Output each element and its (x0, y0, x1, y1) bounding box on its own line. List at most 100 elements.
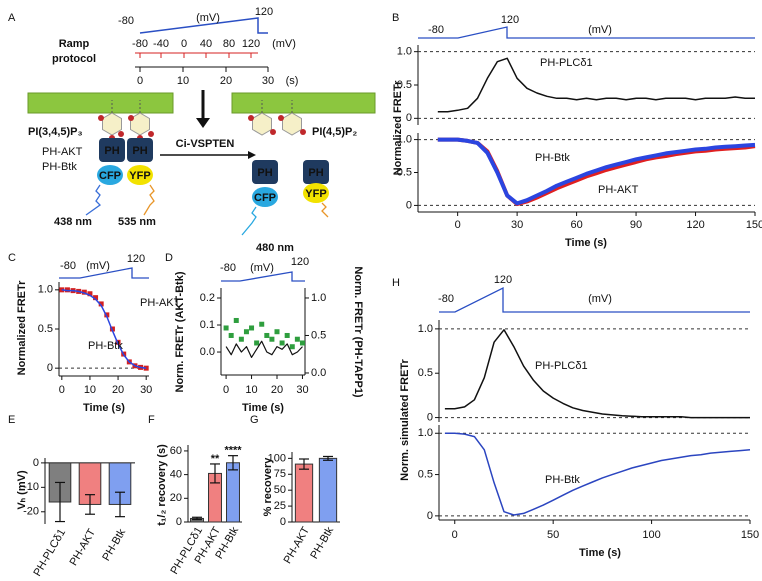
protocol-label: 120 (501, 14, 519, 26)
emission-arrow (241, 206, 257, 236)
protocol-label: 120 (291, 256, 309, 268)
y-tick-label: 0 (33, 457, 39, 469)
y-tick-label: 0.2 (200, 292, 215, 304)
x-tick-label: 0 (223, 384, 229, 396)
x-tick-label: 0 (452, 529, 458, 541)
x-tick-label: 10 (84, 384, 96, 396)
label: 10 (177, 75, 189, 87)
label: 0 (137, 75, 143, 87)
ph-domain (99, 138, 125, 162)
y-tick-label: 0.5 (38, 323, 53, 335)
y-tick-label: 100 (268, 452, 286, 464)
significance: **** (224, 445, 242, 457)
protocol-trace (221, 271, 305, 282)
marker (289, 344, 295, 350)
x-tick-label: 30 (140, 384, 152, 396)
series-line (444, 432, 751, 516)
bar (318, 457, 338, 523)
cfp (252, 187, 278, 207)
marker (223, 325, 229, 331)
series-line (444, 329, 750, 419)
label: 480 nm (256, 242, 294, 254)
y-tick-label: 1.0 (418, 427, 433, 439)
x-tick-label: 0 (59, 384, 65, 396)
emission-arrow (321, 202, 329, 218)
y-tick-label: 40 (170, 469, 182, 481)
phosphate (270, 129, 276, 135)
x-tick-label: PH-AKT (282, 525, 313, 566)
protocol-label: (mV) (588, 24, 612, 36)
protocol-label: -80 (220, 262, 236, 274)
marker (284, 332, 290, 338)
label: 120 (242, 38, 260, 50)
label: (mV) (196, 12, 220, 24)
lipid-headgroup (252, 112, 272, 136)
x-tick-label: 150 (741, 529, 759, 541)
ph-domain (252, 160, 278, 184)
label: 40 (200, 38, 212, 50)
protocol-label: -80 (428, 24, 444, 36)
marker (243, 329, 249, 335)
phosphate (98, 115, 104, 121)
label: PI(3,4,5)P₃ (28, 126, 83, 138)
y-tick-label: 1.0 (397, 133, 412, 145)
label: Ci-VSPTEN (176, 138, 235, 150)
lipid-headgroup (282, 112, 302, 136)
y-axis-title: Normalized FRETr (16, 280, 28, 375)
label: (s) (286, 75, 299, 87)
label: -80 (132, 38, 148, 50)
bar (226, 462, 240, 523)
y2-tick-label: 0.5 (311, 329, 326, 341)
x-tick-label: PH-Btk (100, 527, 128, 564)
x-tick-label: 90 (630, 219, 642, 231)
series-line (437, 137, 756, 206)
label: PH (132, 145, 147, 157)
protocol-label: 120 (127, 253, 145, 265)
y-tick-label: 0.5 (397, 79, 412, 91)
arrow-head (248, 151, 256, 159)
y-tick-label: 1.0 (38, 284, 53, 296)
label: PH (104, 145, 119, 157)
protocol-trace (439, 286, 750, 313)
label: 120 (255, 6, 273, 18)
x-tick-label: PH-Btk (308, 525, 336, 562)
label: 535 nm (118, 216, 156, 228)
series-line (61, 289, 147, 369)
emission-arrow (143, 184, 155, 216)
label: YFP (305, 188, 326, 200)
panel-label: C (8, 252, 16, 264)
label: -40 (153, 38, 169, 50)
y-tick-label: -10 (23, 481, 39, 493)
y-tick-label: 1.0 (418, 323, 433, 335)
phosphate (118, 131, 124, 137)
emission-arrow (85, 184, 102, 216)
series-line (225, 340, 303, 358)
y-tick-label: 0 (406, 199, 412, 211)
protocol-label: (mV) (86, 260, 110, 272)
y2-tick-label: 0.0 (311, 367, 326, 379)
x-tick-label: 150 (746, 219, 762, 231)
label: CFP (254, 192, 276, 204)
phosphate (278, 115, 284, 121)
series-line (437, 57, 755, 113)
label: 30 (262, 75, 274, 87)
y-axis-title: % recovery (262, 457, 274, 517)
yfp (127, 165, 153, 185)
x-tick-label: 10 (245, 384, 257, 396)
marker (274, 329, 280, 335)
marker (299, 340, 305, 346)
series-label: PH-PLCδ1 (535, 360, 588, 372)
x-tick-label: PH-PLCδ1 (31, 527, 68, 579)
y-tick-label: 0 (427, 411, 433, 423)
yfp (303, 183, 329, 203)
label: 0 (181, 38, 187, 50)
y-tick-label: 20 (170, 492, 182, 504)
protocol-label: 120 (494, 274, 512, 286)
y-tick-label: 0.5 (418, 367, 433, 379)
series-label: PH-AKT (140, 297, 181, 309)
series-label: PH-Btk (88, 340, 123, 352)
y-axis-title: t₁/₂ recovery (s) (156, 444, 168, 526)
x-axis-title: Time (s) (83, 402, 125, 414)
y-tick-label: 75 (274, 468, 286, 480)
series-label: PH-AKT (598, 184, 639, 196)
